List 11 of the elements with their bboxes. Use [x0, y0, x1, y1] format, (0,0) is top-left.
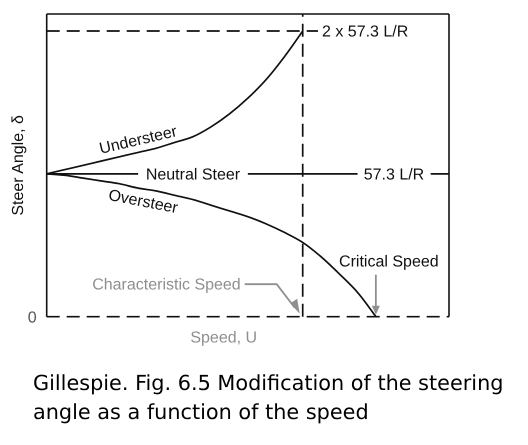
annotation: Characteristic Speed	[92, 276, 241, 294]
ref-line-label: 2 x 57.3 L/R	[322, 24, 408, 41]
x-axis-title: Speed, U	[190, 330, 258, 347]
series-label: Neutral Steer	[146, 166, 241, 184]
text: Oversteer	[106, 186, 180, 218]
annotation: 57.3 L/R	[364, 166, 424, 184]
annotation: Critical Speed	[339, 254, 439, 271]
text: Understeer	[98, 123, 180, 158]
ref-line-label: 0	[28, 309, 37, 326]
y-axis-title: Steer Angle, δ	[10, 115, 27, 216]
text: Gillespie. Fig. 6.5 Modification of the steering angle as a function of the speed	[32, 370, 504, 426]
